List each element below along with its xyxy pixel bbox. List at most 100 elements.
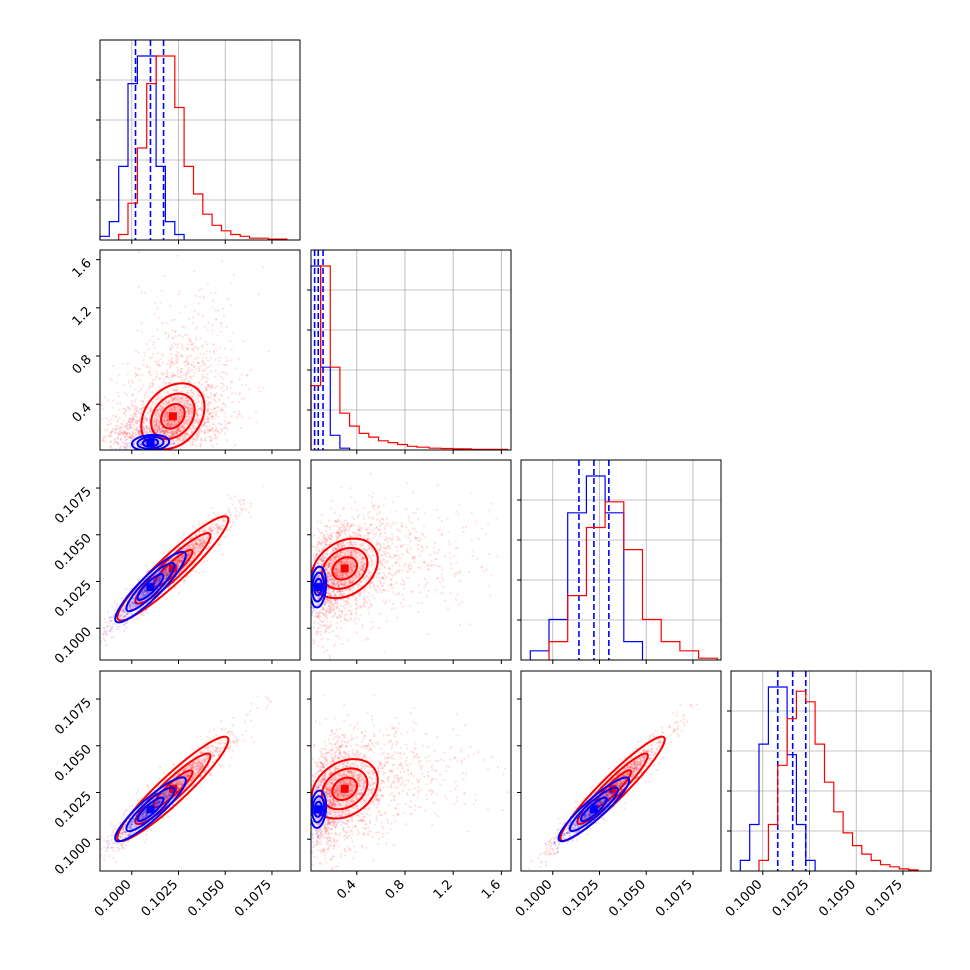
scatter-point bbox=[181, 439, 184, 442]
scatter-point bbox=[182, 542, 185, 545]
scatter-point bbox=[367, 566, 370, 569]
scatter-point bbox=[153, 606, 156, 609]
scatter-point bbox=[378, 572, 381, 575]
scatter-point bbox=[157, 352, 160, 355]
scatter-point bbox=[132, 433, 135, 436]
scatter-point bbox=[190, 412, 193, 415]
scatter-point bbox=[51, 431, 53, 433]
scatter-point bbox=[145, 607, 148, 611]
scatter-point bbox=[439, 592, 442, 595]
scatter-point bbox=[335, 553, 338, 556]
scatter-point bbox=[190, 233, 192, 235]
scatter-point bbox=[195, 533, 198, 537]
scatter-point bbox=[144, 442, 147, 445]
scatter-point bbox=[175, 430, 178, 434]
scatter-point bbox=[125, 421, 128, 425]
scatter-point bbox=[136, 601, 139, 604]
scatter-point bbox=[514, 543, 516, 545]
scatter-point bbox=[135, 405, 138, 408]
scatter-point bbox=[119, 426, 122, 429]
scatter-point bbox=[125, 414, 128, 418]
scatter-point bbox=[376, 548, 379, 552]
scatter-point bbox=[124, 615, 127, 618]
scatter-point bbox=[324, 625, 327, 628]
scatter-point bbox=[219, 382, 222, 385]
scatter-point bbox=[372, 505, 375, 508]
scatter-point bbox=[209, 350, 212, 353]
scatter-point bbox=[329, 574, 332, 578]
scatter-point bbox=[254, 411, 257, 414]
scatter-point bbox=[176, 431, 179, 434]
scatter-point bbox=[164, 421, 167, 424]
scatter-point bbox=[152, 430, 155, 433]
scatter-point bbox=[321, 559, 324, 562]
scatter-point bbox=[330, 594, 333, 597]
scatter-point bbox=[348, 580, 351, 583]
scatter-point bbox=[120, 422, 123, 425]
scatter-point bbox=[222, 524, 225, 528]
scatter-point bbox=[394, 562, 397, 565]
scatter-point bbox=[441, 576, 444, 579]
scatter-point bbox=[316, 527, 319, 530]
scatter-point bbox=[388, 599, 391, 602]
scatter-point bbox=[120, 597, 123, 600]
scatter-point bbox=[362, 548, 365, 551]
scatter-point bbox=[133, 600, 137, 603]
scatter-point bbox=[161, 322, 164, 325]
scatter-point bbox=[123, 603, 126, 607]
scatter-point bbox=[129, 426, 132, 429]
scatter-point bbox=[156, 430, 159, 433]
scatter-point bbox=[177, 293, 180, 296]
scatter-point bbox=[208, 428, 212, 431]
scatter-point bbox=[196, 538, 199, 542]
scatter-point bbox=[225, 427, 228, 430]
scatter-point bbox=[111, 622, 114, 626]
scatter-point bbox=[147, 348, 150, 351]
scatter-point bbox=[167, 570, 171, 573]
scatter-point bbox=[110, 418, 113, 421]
scatter-point bbox=[131, 416, 134, 419]
scatter-point bbox=[160, 408, 163, 411]
scatter-point bbox=[181, 434, 184, 438]
scatter-point bbox=[188, 380, 191, 383]
scatter-point bbox=[154, 301, 157, 304]
scatter-point bbox=[164, 430, 167, 433]
scatter-point bbox=[328, 534, 331, 537]
scatter-point bbox=[171, 439, 175, 442]
scatter-point bbox=[176, 370, 179, 373]
scatter-point bbox=[207, 418, 210, 421]
scatter-point bbox=[377, 567, 380, 570]
scatter-point bbox=[178, 426, 181, 429]
scatter-point bbox=[163, 569, 167, 572]
scatter-point bbox=[193, 365, 196, 368]
scatter-point bbox=[210, 415, 214, 418]
scatter-point bbox=[115, 415, 118, 418]
scatter-point bbox=[185, 360, 188, 363]
scatter-point bbox=[205, 388, 208, 391]
scatter-point bbox=[411, 527, 415, 530]
scatter-point bbox=[171, 346, 174, 349]
scatter-point bbox=[367, 592, 370, 595]
scatter-point bbox=[209, 411, 212, 414]
scatter-point bbox=[145, 419, 148, 422]
scatter-point bbox=[174, 335, 177, 338]
scatter-point bbox=[190, 407, 193, 410]
scatter-point bbox=[198, 433, 201, 436]
scatter-point bbox=[151, 404, 154, 407]
scatter-point bbox=[192, 542, 195, 546]
scatter-point bbox=[195, 542, 198, 545]
scatter-point bbox=[203, 423, 206, 426]
scatter-point bbox=[192, 437, 195, 440]
scatter-point bbox=[125, 432, 128, 435]
scatter-point bbox=[156, 307, 159, 310]
scatter-point bbox=[140, 443, 143, 446]
scatter-point bbox=[177, 565, 180, 568]
scatter-point bbox=[188, 538, 192, 541]
scatter-point bbox=[207, 534, 210, 538]
scatter-point bbox=[334, 571, 337, 574]
scatter-point bbox=[360, 568, 363, 571]
scatter-point bbox=[169, 564, 172, 568]
scatter-point bbox=[202, 353, 205, 356]
scatter-point bbox=[155, 414, 158, 417]
scatter-point bbox=[129, 604, 132, 607]
